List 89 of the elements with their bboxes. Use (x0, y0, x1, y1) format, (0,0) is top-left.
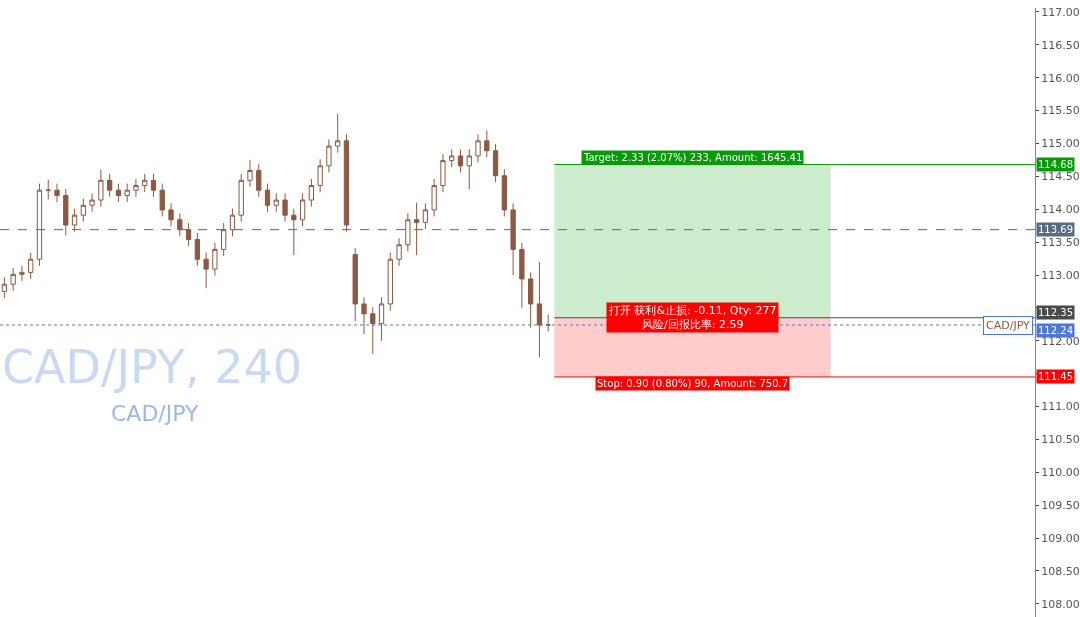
candlestick (545, 313, 551, 333)
candlestick (396, 237, 402, 267)
candlestick (519, 242, 525, 309)
ref-line-label: 112.35 (1038, 307, 1073, 318)
candlestick (45, 179, 51, 200)
candlestick (413, 202, 420, 256)
candlestick (317, 158, 323, 193)
candlestick (299, 192, 306, 227)
candlestick (343, 133, 350, 233)
candlestick (308, 178, 315, 208)
candlestick (475, 133, 481, 164)
candlestick (326, 139, 332, 173)
candlestick (361, 296, 367, 335)
candlestick (282, 192, 288, 223)
candlestick (71, 208, 78, 233)
candlestick (422, 202, 429, 230)
y-tick-label: 108.00 (1041, 597, 1080, 611)
candlestick (501, 168, 507, 217)
candlestick (405, 212, 411, 252)
ref-line-label: 114.68 (1038, 159, 1073, 170)
y-tick-label: 109.50 (1041, 499, 1080, 513)
ref-line-label: 113.69 (1038, 224, 1073, 235)
candlestick (378, 296, 385, 342)
candlestick (150, 173, 157, 198)
candlestick (89, 192, 95, 213)
annotation: 打开 获利&止损: -0.11, Qty: 277 风险/回报比率: 2.59 (608, 304, 777, 332)
candlestick (457, 148, 464, 173)
candlestick (387, 252, 393, 312)
candlestick (370, 306, 376, 355)
candlestick (492, 143, 499, 183)
candlestick (177, 212, 183, 237)
candlestick (36, 183, 43, 267)
candlestick (98, 169, 104, 208)
candlestick (273, 192, 279, 213)
y-tick-label: 108.50 (1041, 564, 1080, 578)
candlestick (528, 271, 534, 329)
candlestick (168, 202, 174, 227)
candlestick (19, 265, 25, 282)
candlestick (449, 148, 455, 168)
candlestick (203, 252, 209, 289)
candlestick (291, 208, 297, 256)
candlestick (247, 159, 253, 188)
candlestick (115, 183, 122, 203)
candlestick (124, 183, 130, 203)
y-tick-label: 110.00 (1041, 466, 1080, 480)
candlestick (28, 252, 34, 280)
candlestick (142, 173, 148, 193)
candlestick (484, 129, 490, 158)
y-tick-label: 116.00 (1041, 71, 1080, 85)
y-tick-label: 114.50 (1041, 170, 1080, 184)
band-label: Stop: 0.90 (0.80%) 90, Amount: 750.7 (597, 378, 789, 389)
candlestick (536, 261, 543, 358)
y-tick-label: 115.00 (1041, 137, 1080, 151)
y-tick-label: 115.50 (1041, 104, 1080, 118)
y-tick-label: 110.50 (1041, 433, 1080, 447)
candlestick (335, 113, 341, 154)
candlestick (466, 148, 472, 191)
candlestick (212, 242, 218, 277)
candlestick (10, 267, 16, 292)
y-tick-label: 113.50 (1041, 235, 1080, 249)
candlestick (221, 222, 227, 257)
candlestick (229, 208, 236, 237)
candlestick (80, 198, 86, 223)
ref-line-label: 111.45 (1038, 371, 1073, 382)
ref-line-label: 112.24 (1038, 325, 1073, 336)
y-tick-label: 111.00 (1041, 400, 1080, 414)
text: CAD/JPY (986, 319, 1031, 332)
y-tick-label: 112.00 (1041, 334, 1080, 348)
candlestick (106, 173, 113, 198)
candlestick (133, 178, 139, 198)
y-tick-label: 114.00 (1041, 203, 1080, 217)
band-label: Target: 2.33 (2.07%) 233, Amount: 1645.41 (583, 152, 803, 163)
candlestick (159, 183, 165, 217)
candlestick (440, 153, 446, 193)
candlestick (352, 247, 358, 322)
y-tick-label: 117.00 (1041, 5, 1080, 19)
y-tick-label: 113.00 (1041, 268, 1080, 282)
text: CAD/JPY (111, 401, 200, 426)
candlestick (264, 183, 271, 213)
candlestick (431, 178, 437, 217)
candlestick (194, 232, 200, 267)
y-tick-label: 116.50 (1041, 38, 1080, 52)
candlestick (54, 183, 60, 203)
candlestick (63, 188, 69, 237)
y-tick-label: 109.00 (1041, 531, 1080, 545)
candlestick (238, 173, 244, 223)
candlestick (256, 163, 262, 198)
candlestick (510, 202, 516, 276)
candlestick (185, 222, 192, 247)
